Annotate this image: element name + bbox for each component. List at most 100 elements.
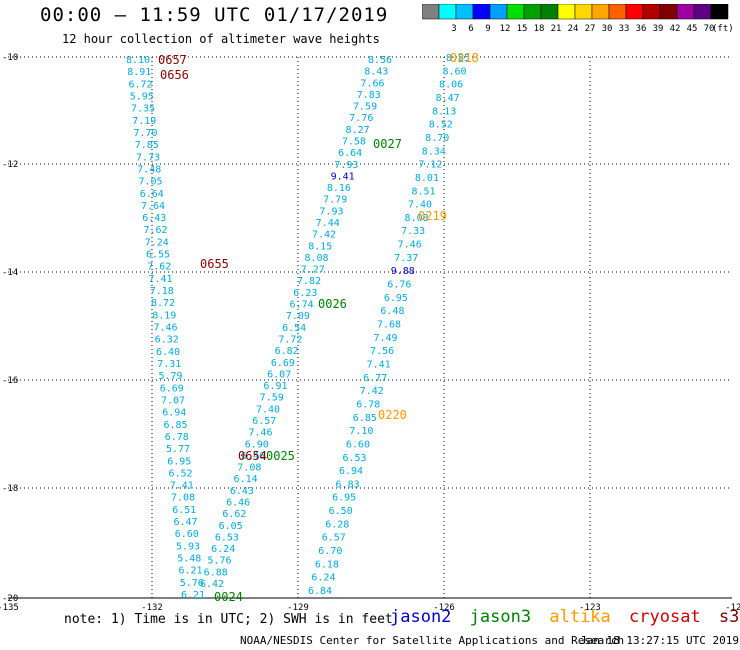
wave-height-value: 6.84 — [308, 586, 332, 597]
scale-tick-label: 15 — [517, 24, 528, 34]
wave-height-value: 6.78 — [165, 432, 189, 443]
wave-height-value: 6.76 — [387, 280, 411, 291]
wave-height-value: 6.52 — [168, 468, 192, 479]
wave-height-value: 5.76 — [207, 556, 231, 567]
wave-height-value: 8.43 — [364, 67, 388, 78]
wave-height-value: 8.51 — [411, 186, 435, 197]
wave-height-value: 6.46 — [226, 497, 250, 508]
wave-height-value: 6.69 — [160, 383, 184, 394]
wave-height-value: 6.95 — [167, 456, 191, 467]
lon-tick-label: -132 — [141, 603, 163, 613]
wave-height-value: 7.76 — [349, 113, 373, 124]
pass-time-label: 0218 — [450, 51, 479, 65]
wave-height-value: 5.93 — [176, 541, 200, 552]
scale-tick-label: 9 — [485, 24, 490, 34]
wave-height-value: 6.54 — [282, 323, 306, 334]
lat-tick-label: -20 — [2, 594, 18, 604]
wave-height-value: 8.56 — [368, 55, 392, 66]
scale-tick-label: 24 — [568, 24, 579, 34]
wave-height-value: 7.66 — [360, 78, 384, 89]
lat-tick-label: -18 — [2, 484, 18, 494]
legend-altika: altika — [549, 607, 611, 627]
wave-height-value: 6.48 — [380, 306, 404, 317]
pass-time-label: 0027 — [373, 137, 402, 151]
satellite-legend: jason2 jason3 altika cryosat s3a — [390, 607, 740, 627]
wave-height-value: 7.41 — [148, 274, 172, 285]
wave-height-value: 7.68 — [377, 320, 401, 331]
wave-height-value: 7.72 — [278, 334, 302, 345]
scale-tick-label: 33 — [619, 24, 630, 34]
wave-height-value: 6.46 — [241, 451, 265, 462]
wave-height-value: 6.57 — [322, 533, 346, 544]
wave-height-value: 8.01 — [415, 173, 439, 184]
pass-time-label: 0025 — [266, 449, 295, 463]
wave-height-value: 7.59 — [353, 102, 377, 113]
wave-height-value: 6.77 — [363, 373, 387, 384]
wave-height-value: 7.07 — [161, 395, 185, 406]
wave-height-value: 7.05 — [138, 177, 162, 188]
wave-height-value: 7.37 — [394, 253, 418, 264]
wave-height-value: 6.70 — [318, 546, 342, 557]
wave-height-value: 6.60 — [175, 529, 199, 540]
wave-height-value: 6.24 — [311, 573, 335, 584]
wave-height-value: 6.91 — [263, 381, 287, 392]
wave-height-value: 6.23 — [293, 288, 317, 299]
pass-time-label: 0024 — [214, 590, 243, 604]
wave-height-value: 7.82 — [297, 276, 321, 287]
wave-height-value: 7.85 — [135, 140, 159, 151]
wave-height-value: 7.42 — [360, 386, 384, 397]
wave-height-value: 7.93 — [334, 160, 358, 171]
wave-height-value: 7.18 — [150, 286, 174, 297]
legend-s3a: s3a — [718, 607, 740, 627]
wave-height-value: 7.79 — [323, 195, 347, 206]
wave-height-value: 8.72 — [151, 298, 175, 309]
wave-height-value: 9.88 — [391, 266, 415, 277]
wave-height-value: 6.88 — [204, 567, 228, 578]
wave-height-value: 6.57 — [252, 416, 276, 427]
wave-height-value: 7.24 — [145, 237, 169, 248]
credit-line: NOAA/NESDIS Center for Satellite Applica… — [240, 634, 625, 647]
wave-height-value: 6.53 — [342, 453, 366, 464]
wave-height-value: 7.12 — [418, 160, 442, 171]
wave-height-value: 6.85 — [163, 420, 187, 431]
wave-height-value: 7.40 — [256, 404, 280, 415]
lat-tick-label: -10 — [2, 53, 18, 63]
pass-time-label: 0026 — [318, 297, 347, 311]
scale-tick-label: 42 — [670, 24, 681, 34]
wave-height-value: 6.05 — [219, 521, 243, 532]
wave-height-value: 8.47 — [436, 93, 460, 104]
wave-height-value: 7.19 — [132, 116, 156, 127]
wave-height-value: 7.48 — [137, 164, 161, 175]
wave-height-value: 6.85 — [353, 413, 377, 424]
wave-height-value: 8.16 — [327, 183, 351, 194]
lon-tick-label: -129 — [287, 603, 309, 613]
wave-height-value: 6.94 — [162, 408, 186, 419]
lon-tick-label: -135 — [0, 603, 19, 613]
scale-tick-label: 21 — [551, 24, 562, 34]
wave-height-value: 7.10 — [349, 426, 373, 437]
wave-height-value: 7.27 — [301, 265, 325, 276]
wave-height-value: 7.49 — [374, 333, 398, 344]
lon-tick-label: -123 — [579, 603, 601, 613]
scale-tick-label: 12 — [500, 24, 511, 34]
wave-height-value: 6.95 — [384, 293, 408, 304]
wave-height-value: 8.08 — [405, 213, 429, 224]
wave-height-value: 6.95 — [332, 493, 356, 504]
wave-height-value: 6.90 — [245, 439, 269, 450]
wave-height-value: 7.83 — [357, 90, 381, 101]
scale-tick-label: 6 — [468, 24, 473, 34]
scale-tick-label: 70 — [704, 24, 715, 34]
pass-time-label: 0657 — [158, 53, 187, 67]
legend-jason2: jason2 — [390, 607, 452, 627]
wave-height-value: 6.07 — [267, 369, 291, 380]
scale-tick-label: 3 — [451, 24, 456, 34]
wave-height-value: 7.56 — [370, 346, 394, 357]
wave-height-value: 7.44 — [316, 218, 340, 229]
wave-height-value: 6.43 — [142, 213, 166, 224]
wave-height-value: 7.41 — [170, 481, 194, 492]
wave-height-value: 8.15 — [308, 241, 332, 252]
wave-height-value: 5.79 — [158, 371, 182, 382]
wave-height-value: 7.41 — [367, 359, 391, 370]
wave-height-value: 6.72 — [128, 79, 152, 90]
